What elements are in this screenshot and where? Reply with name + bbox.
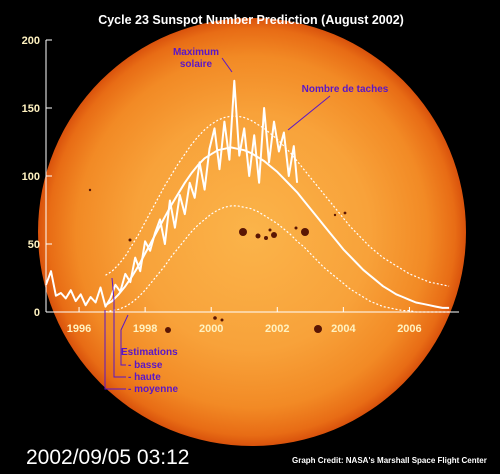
sun-disk: [38, 18, 466, 446]
annotation-estimations: Estimations: [121, 347, 178, 358]
prediction-mean-line: [104, 146, 450, 309]
x-tick-label: 1998: [133, 323, 157, 335]
series-group: [45, 79, 450, 313]
annotation-nombre-pointer: [287, 95, 331, 131]
timestamp: 2002/09/05 03:12: [26, 446, 190, 469]
y-tick-label: 150: [22, 103, 40, 115]
y-tick-label: 100: [22, 171, 40, 183]
x-tick-label: 2000: [199, 323, 223, 335]
annotation-moyenne: - moyenne: [128, 384, 178, 395]
annotation-basse: - basse: [128, 360, 163, 371]
y-tick-label: 0: [34, 307, 40, 319]
annotation-nombre-de-taches: Nombre de taches: [302, 84, 389, 95]
y-axis-ticks: 0 50 100 150 200: [22, 35, 52, 319]
annotation-maximum-line1: Maximum: [173, 47, 219, 58]
x-tick-label: 2006: [397, 323, 421, 335]
estimation-pointers: [104, 277, 129, 390]
prediction-low-line: [105, 205, 450, 313]
x-tick-label: 2002: [265, 323, 289, 335]
chart-title: Cycle 23 Sunspot Number Prediction (Augu…: [98, 13, 404, 27]
annotation-maximum-line2: solaire: [180, 59, 213, 70]
x-tick-label: 2004: [331, 323, 356, 335]
annotation-maximum-pointer: [221, 57, 233, 73]
annotation-haute: - haute: [128, 372, 161, 383]
prediction-high-line: [105, 115, 450, 287]
x-tick-label: 1996: [67, 323, 91, 335]
x-axis-ticks: 1996 1998 2000 2002 2004 2006: [67, 307, 422, 335]
observed-sunspot-line: [45, 79, 299, 308]
y-tick-label: 50: [28, 239, 40, 251]
sunspots: [88, 188, 347, 333]
graph-credit: Graph Credit: NASA's Marshall Space Flig…: [292, 456, 487, 465]
y-tick-label: 200: [22, 35, 40, 47]
